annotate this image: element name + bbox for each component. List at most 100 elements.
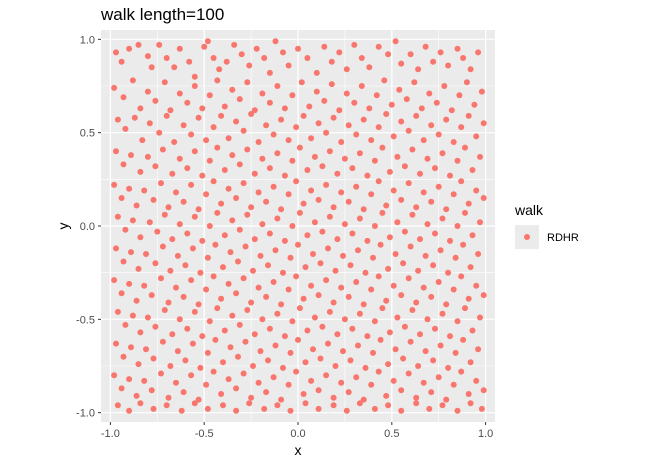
legend-label-rdhr: RDHR <box>547 232 579 244</box>
data-point <box>259 316 266 323</box>
x-tick-label: -1.0 <box>101 428 120 440</box>
data-point <box>274 150 281 157</box>
data-point <box>195 206 202 213</box>
data-point <box>113 245 119 252</box>
data-point <box>191 213 198 220</box>
data-point <box>435 131 442 138</box>
data-point <box>143 346 149 353</box>
data-point <box>120 258 127 265</box>
data-point <box>424 155 431 162</box>
data-point <box>428 122 435 129</box>
data-point <box>167 107 174 114</box>
data-point <box>218 391 225 397</box>
data-point <box>229 217 236 224</box>
data-point <box>263 122 270 129</box>
data-point <box>403 96 410 103</box>
data-point <box>465 295 472 302</box>
data-point <box>353 374 360 381</box>
data-point <box>347 262 354 269</box>
data-point <box>296 144 303 151</box>
data-point <box>131 114 138 121</box>
data-point <box>152 97 159 104</box>
data-point <box>278 396 285 403</box>
data-point <box>439 402 446 409</box>
data-point <box>133 392 140 399</box>
data-point <box>158 370 164 377</box>
data-point <box>321 97 328 104</box>
data-point <box>415 66 422 73</box>
data-point <box>210 178 217 185</box>
data-point <box>379 305 386 312</box>
data-point <box>356 150 363 157</box>
data-point <box>319 163 326 170</box>
data-point <box>220 402 226 409</box>
data-point <box>285 62 292 69</box>
data-point <box>454 157 461 164</box>
data-point <box>338 189 345 196</box>
data-point <box>456 92 463 99</box>
data-point <box>467 400 474 407</box>
data-point <box>450 139 457 145</box>
data-point <box>386 329 393 336</box>
data-point <box>437 342 444 349</box>
data-point <box>152 260 159 267</box>
data-point <box>184 99 191 106</box>
data-point <box>338 139 345 145</box>
data-point <box>398 60 405 67</box>
data-point <box>266 165 273 172</box>
data-point <box>165 204 172 211</box>
data-point <box>368 286 375 293</box>
data-point <box>173 379 179 386</box>
data-point <box>129 312 136 319</box>
data-point <box>146 219 153 226</box>
data-point <box>426 405 433 412</box>
data-point <box>300 295 307 302</box>
y-axis: -1.0 -0.5 0.0 0.5 1.0 <box>76 34 101 420</box>
data-point <box>233 385 240 392</box>
data-point <box>298 79 305 86</box>
data-point <box>180 389 187 396</box>
data-point <box>371 157 378 164</box>
data-point <box>478 405 485 412</box>
data-point <box>244 307 251 313</box>
data-point <box>281 333 288 340</box>
data-point <box>315 292 322 299</box>
data-point <box>227 249 234 256</box>
data-point <box>199 237 206 244</box>
data-point <box>450 381 457 388</box>
data-point <box>199 333 206 340</box>
data-point <box>176 316 183 323</box>
data-point <box>366 105 373 112</box>
data-point <box>274 310 281 317</box>
data-point <box>210 368 217 375</box>
data-point <box>212 241 219 248</box>
data-point <box>435 374 442 381</box>
data-point <box>407 51 414 58</box>
data-point <box>169 236 176 243</box>
data-point <box>120 161 127 168</box>
data-point <box>443 396 450 403</box>
data-point <box>199 105 206 112</box>
data-point <box>417 170 423 177</box>
data-point <box>280 49 286 56</box>
data-point <box>248 204 255 211</box>
data-point <box>242 243 249 250</box>
data-point <box>379 144 386 151</box>
data-point <box>295 241 301 248</box>
data-point <box>332 267 339 274</box>
data-point <box>432 165 438 172</box>
data-point <box>360 396 367 403</box>
data-point <box>233 407 240 414</box>
data-point <box>272 342 279 349</box>
data-point <box>216 66 223 73</box>
data-point <box>133 297 140 304</box>
data-point <box>462 305 468 312</box>
data-point <box>340 348 346 355</box>
data-point <box>430 262 437 269</box>
data-point <box>315 120 322 127</box>
data-point <box>126 407 133 414</box>
data-point <box>255 189 262 196</box>
data-point <box>364 237 371 244</box>
data-point <box>462 144 468 151</box>
data-point <box>300 391 307 397</box>
